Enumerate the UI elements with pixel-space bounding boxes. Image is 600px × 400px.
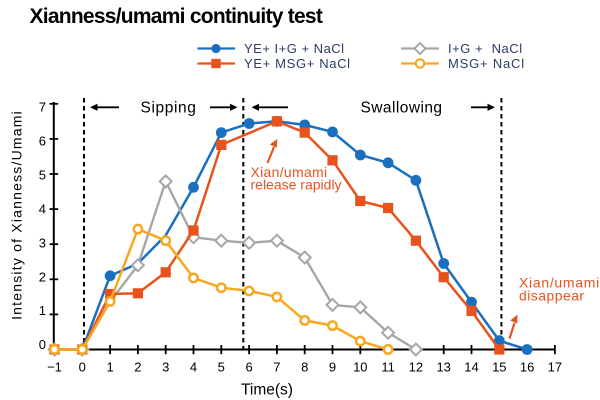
svg-text:Intensity of Xianness/Umami: Intensity of Xianness/Umami [9, 110, 25, 320]
svg-text:3: 3 [162, 360, 169, 375]
svg-text:8: 8 [301, 360, 308, 375]
svg-text:7: 7 [273, 360, 280, 375]
svg-text:disappear: disappear [519, 288, 585, 304]
svg-text:3: 3 [39, 235, 46, 250]
svg-text:10: 10 [353, 360, 367, 375]
svg-text:YE+ I+G + NaCl: YE+ I+G + NaCl [244, 41, 345, 56]
svg-text:6: 6 [39, 133, 46, 148]
svg-text:5: 5 [218, 360, 225, 375]
svg-text:I+G + NaCl: I+G + NaCl [448, 41, 523, 56]
svg-text:1: 1 [106, 360, 113, 375]
svg-text:Time(s): Time(s) [241, 382, 293, 399]
svg-text:13: 13 [436, 360, 450, 375]
svg-text:Swallowing: Swallowing [360, 100, 442, 117]
svg-text:4: 4 [190, 360, 197, 375]
svg-text:−1: −1 [47, 360, 62, 375]
svg-text:9: 9 [329, 360, 336, 375]
svg-text:2: 2 [39, 269, 46, 284]
svg-text:Xianness/umami continuity test: Xianness/umami continuity test [30, 5, 323, 28]
svg-text:6: 6 [245, 360, 252, 375]
svg-text:14: 14 [464, 360, 478, 375]
svg-text:5: 5 [39, 167, 46, 182]
svg-text:2: 2 [134, 360, 141, 375]
svg-text:0: 0 [79, 360, 86, 375]
svg-text:Xian/umami: Xian/umami [251, 164, 328, 180]
svg-text:Sipping: Sipping [141, 100, 197, 117]
svg-text:Xian/umami: Xian/umami [519, 275, 600, 291]
svg-text:1: 1 [39, 303, 46, 318]
svg-text:0: 0 [39, 337, 46, 352]
svg-text:12: 12 [409, 360, 423, 375]
svg-text:MSG+ NaCl: MSG+ NaCl [448, 56, 525, 71]
svg-text:YE+ MSG+ NaCl: YE+ MSG+ NaCl [244, 56, 351, 71]
svg-text:11: 11 [381, 360, 395, 375]
svg-text:release rapidly: release rapidly [251, 177, 342, 193]
svg-text:16: 16 [520, 360, 534, 375]
svg-text:15: 15 [492, 360, 506, 375]
svg-text:17: 17 [548, 360, 562, 375]
svg-text:4: 4 [39, 201, 46, 216]
svg-text:7: 7 [39, 99, 46, 114]
